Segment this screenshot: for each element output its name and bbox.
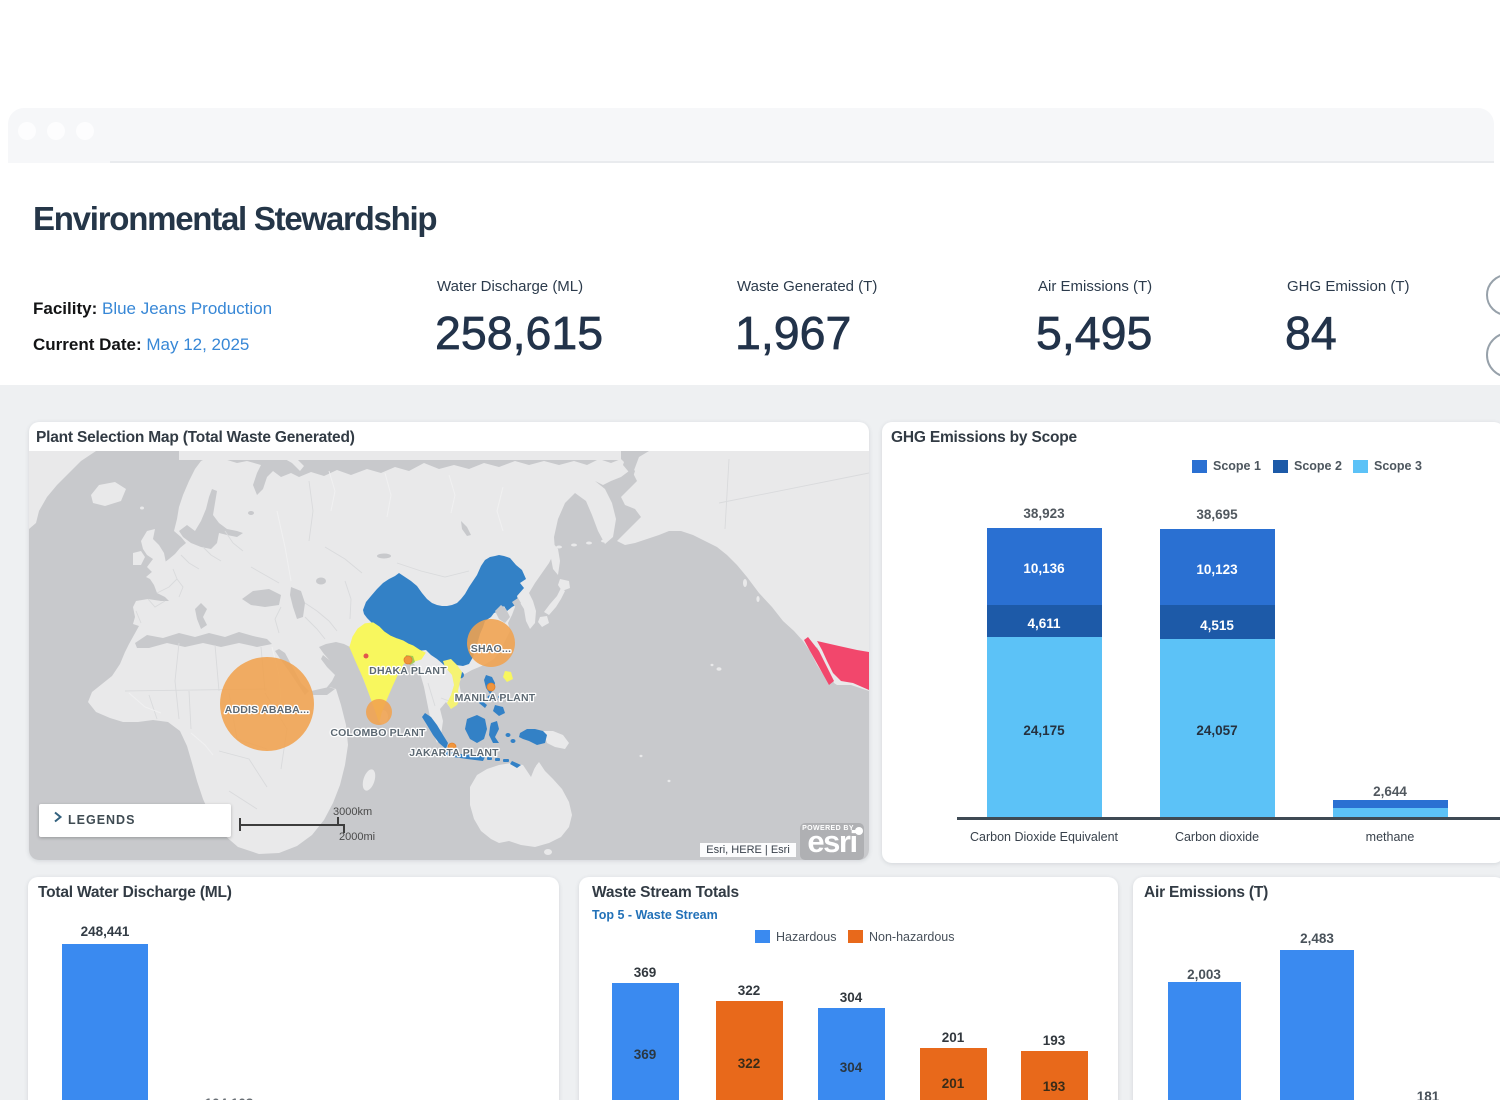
svg-text:ADDIS ABABA...: ADDIS ABABA...: [225, 704, 310, 716]
svg-text:MANILA PLANT: MANILA PLANT: [455, 692, 536, 704]
svg-text:DHAKA PLANT: DHAKA PLANT: [369, 665, 447, 677]
svg-text:COLOMBO PLANT: COLOMBO PLANT: [330, 727, 426, 739]
svg-text:SHAO...: SHAO...: [471, 643, 512, 655]
svg-text:JAKARTA PLANT: JAKARTA PLANT: [409, 747, 499, 759]
